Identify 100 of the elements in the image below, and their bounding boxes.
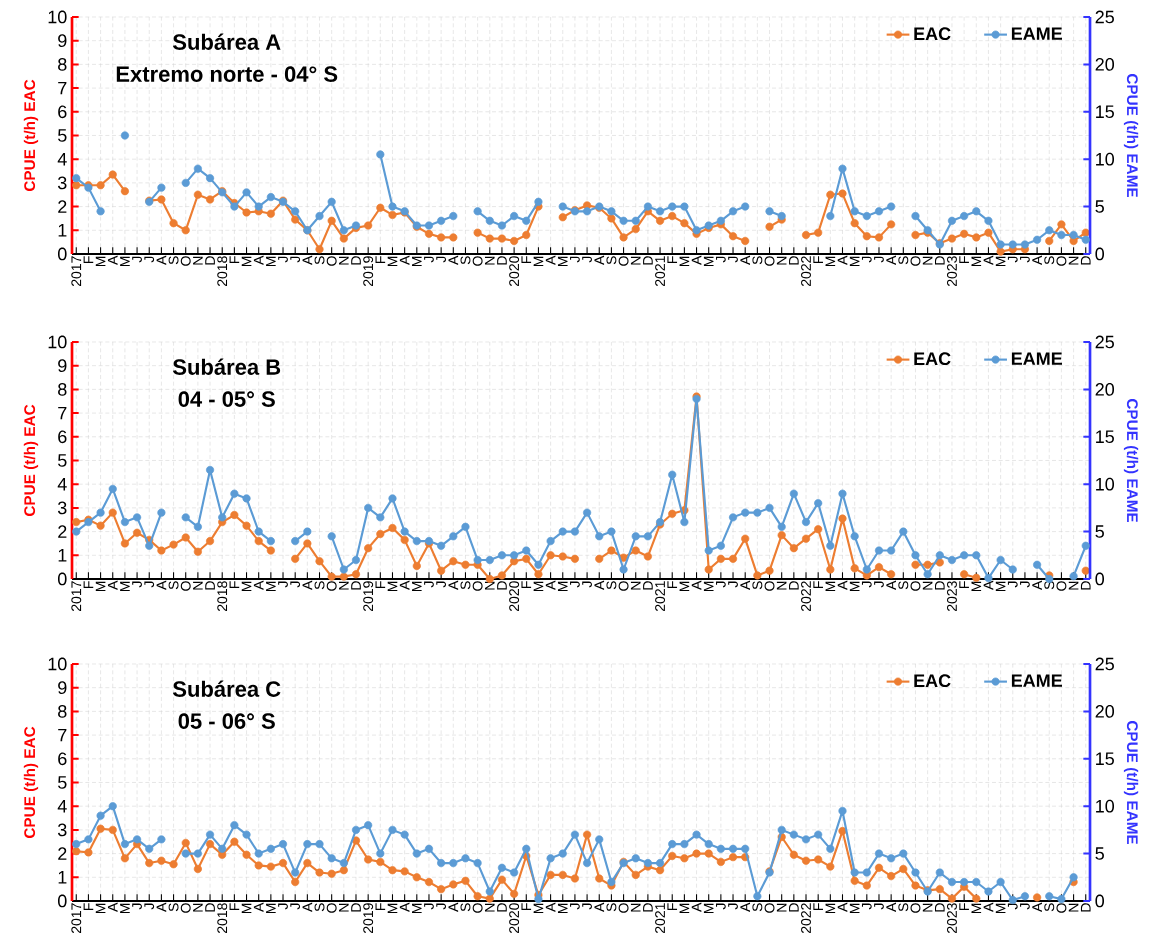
y-tick-label: 6: [58, 105, 67, 119]
x-tick-label: O: [180, 903, 191, 913]
x-tick-label: O: [764, 903, 775, 913]
x-tick-label: F: [521, 256, 532, 263]
x-tick-label: M: [266, 903, 276, 914]
x-tick-label: J: [1020, 581, 1030, 588]
x-tick-label: D: [643, 256, 653, 265]
x-tick-label: N: [1068, 903, 1079, 912]
y2-tick-label: 5: [1095, 200, 1104, 213]
x-tick-label: D: [351, 581, 361, 590]
x-tick-label: D: [497, 581, 507, 590]
x-tick-label: F: [229, 581, 240, 588]
x-tick-label: S: [314, 903, 325, 912]
x-tick-label: M: [995, 581, 1006, 592]
x-tick-label: M: [971, 903, 982, 914]
x-tick-label: A: [740, 255, 751, 265]
x-tick-label: O: [326, 581, 337, 591]
x-tick-label: D: [497, 256, 507, 265]
x-tick-label: M: [825, 256, 836, 267]
x-tick-label: N: [1068, 581, 1079, 590]
x-tick-label: D: [1080, 581, 1091, 590]
x-tick-label: O: [910, 256, 921, 266]
x-tick-label: J: [1020, 256, 1030, 263]
x-tick-label: A: [448, 902, 459, 912]
x-tick-label: F: [83, 581, 94, 588]
x-tick-label: M: [412, 581, 422, 592]
x-tick-label: A: [837, 580, 848, 590]
x-tick-label: S: [606, 903, 617, 912]
x-tick-label: N: [193, 903, 203, 912]
x-tick-label: J: [728, 581, 738, 588]
y-tick-label: 2: [58, 200, 67, 213]
x-tick-label: 2021: [655, 903, 666, 934]
x-tick-label: J: [424, 256, 434, 263]
x-tick-label: M: [120, 581, 130, 592]
x-tick-label: S: [168, 256, 179, 265]
x-tick-label: A: [740, 902, 751, 912]
x-tick-label: S: [1044, 903, 1055, 912]
x-tick-label: S: [314, 256, 325, 265]
legend-label: EAC: [914, 352, 951, 366]
x-tick-label: A: [1032, 255, 1042, 265]
y2-tick-label: 25: [1095, 10, 1114, 24]
x-tick-label: J: [1007, 581, 1018, 588]
x-tick-label: A: [399, 255, 410, 265]
x-tick-label: M: [849, 581, 860, 592]
x-tick-label: 2022: [801, 581, 811, 612]
x-tick-label: D: [643, 903, 653, 912]
x-tick-label: O: [180, 256, 191, 266]
x-tick-label: J: [874, 256, 884, 263]
x-tick-label: A: [107, 580, 118, 590]
x-tick-label: S: [460, 903, 471, 912]
x-tick-label: A: [302, 255, 313, 265]
y2-tick-label: 15: [1096, 752, 1114, 766]
x-tick-label: J: [1007, 256, 1018, 263]
x-tick-label: F: [813, 581, 823, 588]
x-tick-label: S: [168, 903, 179, 912]
x-tick-label: A: [545, 902, 556, 912]
x-tick-label: J: [570, 903, 580, 910]
x-tick-label: S: [1044, 256, 1055, 265]
x-tick-label: D: [205, 256, 215, 265]
x-tick-label: M: [995, 256, 1006, 267]
text: Subárea A: [172, 33, 281, 50]
x-tick-label: J: [132, 581, 142, 588]
x-tick-label: D: [934, 581, 945, 590]
x-tick-label: O: [764, 581, 775, 591]
x-tick-label: J: [290, 256, 301, 263]
x-tick-label: N: [1068, 256, 1079, 265]
x-tick-label: M: [533, 903, 544, 914]
x-tick-label: 2019: [363, 256, 374, 287]
x-tick-label: A: [837, 255, 848, 265]
y2-tick-label: 10: [1096, 152, 1115, 166]
text: Extremo norte - 04° S: [116, 66, 338, 82]
y-tick-label: 1: [58, 871, 67, 884]
x-tick-label: F: [667, 256, 678, 263]
x-tick-label: 2018: [217, 903, 228, 934]
x-tick-label: A: [1032, 580, 1042, 590]
x-tick-label: M: [95, 903, 106, 914]
x-tick-label: J: [132, 256, 142, 263]
y-tick-label: 7: [58, 728, 67, 742]
x-tick-label: 2018: [217, 256, 228, 287]
y-tick-label: 6: [58, 430, 67, 444]
x-tick-label: A: [691, 255, 702, 265]
x-tick-label: M: [703, 256, 714, 267]
x-tick-label: A: [545, 580, 556, 590]
x-tick-label: 2017: [71, 581, 82, 612]
x-tick-label: A: [156, 580, 167, 590]
y-tick-label: 0: [57, 894, 67, 908]
legend-label: EAME: [1011, 352, 1063, 365]
x-tick-label: 2020: [509, 903, 520, 934]
x-tick-label: M: [557, 903, 568, 914]
y-tick-label: 10: [48, 657, 67, 671]
x-tick-label: J: [570, 581, 580, 588]
y-tick-label: 8: [58, 383, 67, 396]
x-tick-label: N: [776, 256, 787, 265]
x-tick-label: M: [387, 903, 398, 914]
x-tick-label: S: [460, 581, 471, 590]
y2-tick-label: 10: [1096, 477, 1115, 491]
x-tick-label: D: [643, 581, 653, 590]
x-tick-label: S: [752, 903, 763, 912]
text: 05 - 06° S: [178, 713, 275, 729]
x-tick-label: F: [813, 903, 823, 910]
